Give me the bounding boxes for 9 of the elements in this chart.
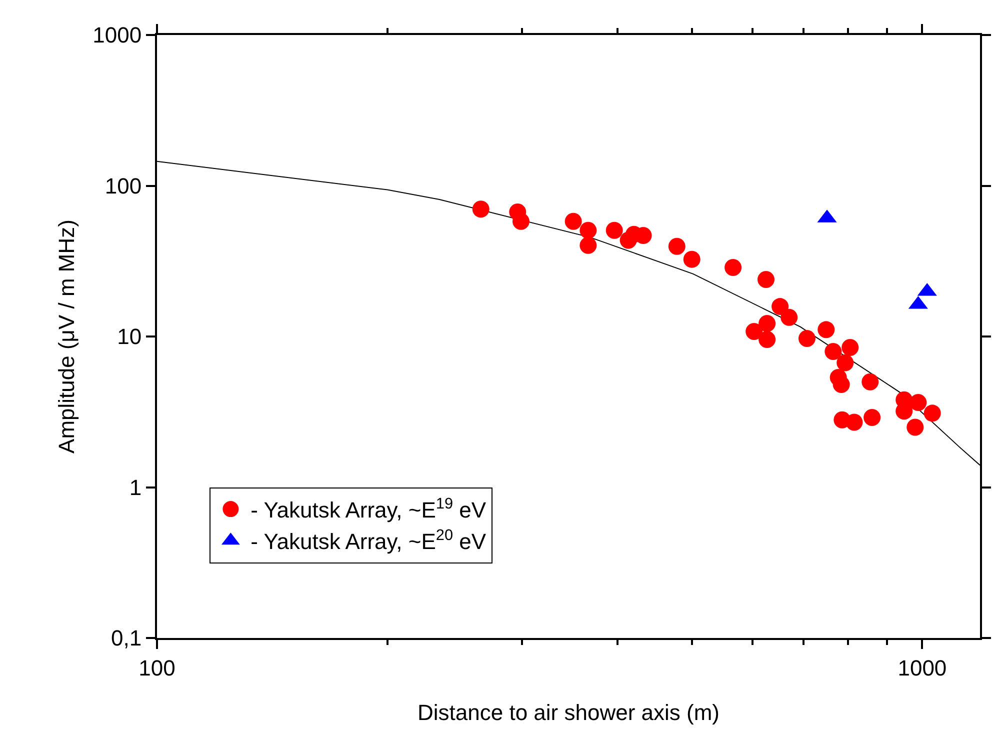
- y-tick-label: 10: [117, 324, 142, 350]
- y-tick-label: 100: [104, 173, 142, 198]
- y-tick-label: 1: [129, 474, 142, 500]
- y-tick-label: 1000: [92, 22, 142, 48]
- y-tick-label: 0,1: [111, 626, 142, 651]
- y-axis-title: Amplitude (μV / m MHz): [54, 220, 79, 454]
- legend-label: - Yakutsk Array, ~E$^{20}$ eV: [250, 526, 486, 554]
- legend-label: - Yakutsk Array, ~E$^{19}$ eV: [250, 495, 486, 523]
- x-axis-title: Distance to air shower axis (m): [418, 700, 720, 725]
